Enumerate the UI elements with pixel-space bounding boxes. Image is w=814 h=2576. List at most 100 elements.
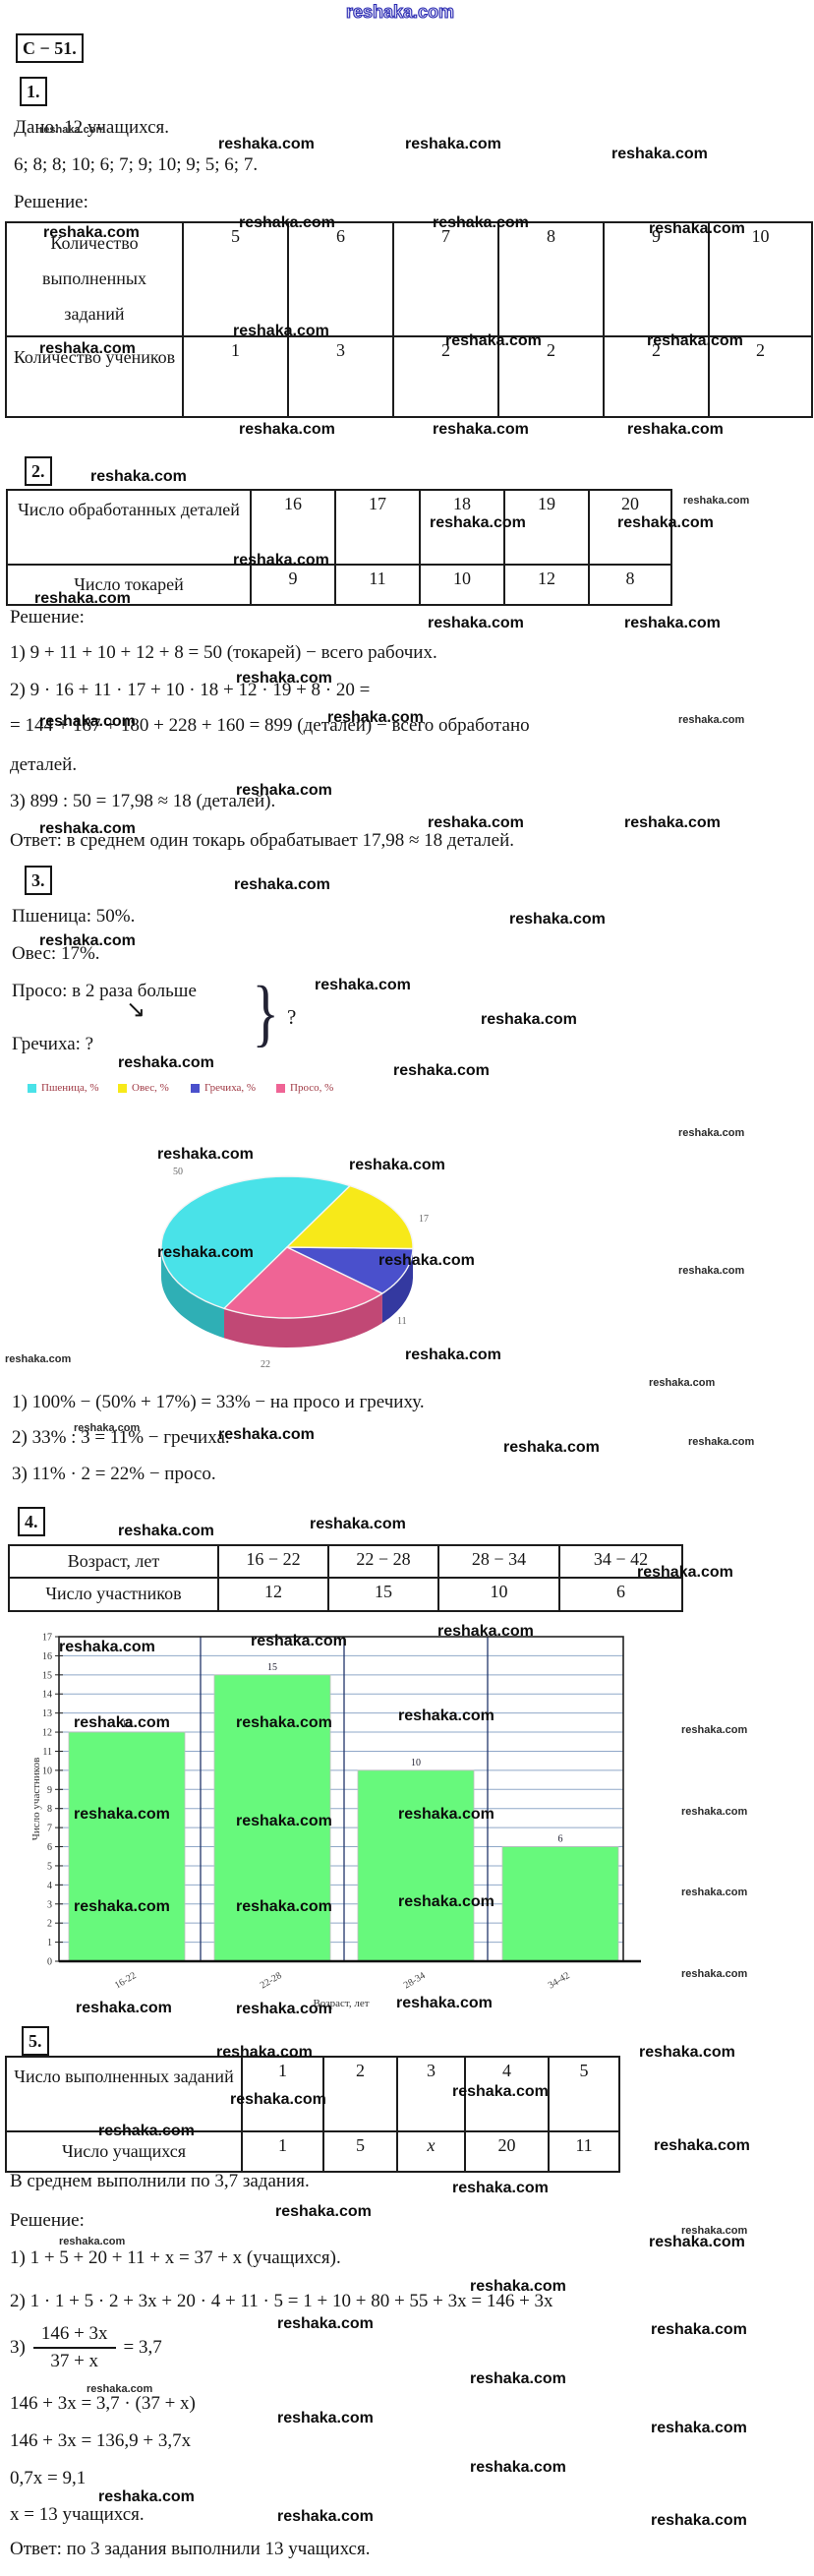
table-cell: 2 xyxy=(603,335,710,418)
y-tick-label: 12 xyxy=(42,1728,52,1739)
fraction-rhs: = 3,7 xyxy=(123,2337,162,2358)
p2-step: 1) 9 + 11 + 10 + 12 + 8 = 50 (токарей) −… xyxy=(10,642,437,663)
watermark: reshaka.com xyxy=(90,468,187,485)
fraction-prefix: 3) xyxy=(10,2337,26,2358)
watermark: reshaka.com xyxy=(681,2225,748,2237)
table-cell: 12 xyxy=(217,1577,329,1612)
p5-step2: 146 + 3x = 3,7 · (37 + x) xyxy=(10,2393,196,2414)
watermark: reshaka.com xyxy=(433,421,529,438)
y-tick-label: 9 xyxy=(47,1785,52,1796)
watermark: reshaka.com xyxy=(157,1146,254,1163)
watermark: reshaka.com xyxy=(233,552,329,569)
p3-given-wheat: Пшеница: 50%. xyxy=(12,906,136,927)
watermark: reshaka.com xyxy=(611,146,708,162)
watermark: reshaka.com xyxy=(59,1639,155,1655)
bar xyxy=(68,1731,186,1962)
watermark: reshaka.com xyxy=(39,340,136,357)
watermark: reshaka.com xyxy=(277,2410,374,2426)
watermark: reshaka.com xyxy=(627,421,724,438)
watermark: reshaka.com xyxy=(688,1436,755,1448)
pie-chart xyxy=(160,1175,414,1348)
legend-item: Овес, % xyxy=(118,1082,169,1094)
legend-item: Просо, % xyxy=(276,1082,333,1094)
watermark: reshaka.com xyxy=(470,2459,566,2476)
table-cell: 2 xyxy=(497,335,605,418)
row-label: Число выполненных заданий xyxy=(5,2056,243,2132)
watermark: reshaka.com xyxy=(428,615,524,631)
bar-value-label: 15 xyxy=(267,1662,277,1673)
watermark: reshaka.com xyxy=(251,1633,347,1649)
watermark: reshaka.com xyxy=(74,1422,141,1434)
watermark: reshaka.com xyxy=(218,136,315,152)
watermark: reshaka.com xyxy=(396,1995,493,2011)
table-cell: 8 xyxy=(497,221,605,337)
p5-solution-label: Решение: xyxy=(10,2210,85,2231)
legend-swatch-icon xyxy=(276,1083,285,1093)
p4-table: Возраст, лет 16 − 22 22 − 28 28 − 34 34 − 42… xyxy=(8,1544,683,1612)
watermark: reshaka.com xyxy=(398,1893,494,1910)
row-label: Число учащихся xyxy=(5,2130,243,2173)
table-cell: 9 xyxy=(603,221,710,337)
watermark: reshaka.com xyxy=(649,220,745,237)
watermark: reshaka.com xyxy=(236,1813,332,1829)
p3-given-buckwheat: Гречиха: ? xyxy=(12,1034,94,1054)
legend-label: Пшеница, % xyxy=(41,1082,99,1094)
bar-value-label: 12 xyxy=(122,1719,132,1730)
watermark: reshaka.com xyxy=(277,2508,374,2525)
table-cell: 8 xyxy=(588,564,672,606)
table-cell: 11 xyxy=(548,2130,620,2173)
watermark: reshaka.com xyxy=(39,713,136,730)
pie-data-label: 11 xyxy=(397,1316,407,1327)
watermark: reshaka.com xyxy=(74,1806,170,1823)
table-cell: 2 xyxy=(392,335,499,418)
table-cell: 1 xyxy=(241,2056,324,2132)
watermark: reshaka.com xyxy=(74,1898,170,1915)
pie-slice xyxy=(224,1293,382,1348)
y-tick-label: 14 xyxy=(42,1690,52,1701)
legend-swatch-icon xyxy=(191,1083,200,1093)
watermark: reshaka.com xyxy=(639,2044,735,2061)
watermark: reshaka.com xyxy=(398,1707,494,1724)
watermark: reshaka.com xyxy=(5,1353,72,1365)
legend-swatch-icon xyxy=(118,1083,127,1093)
watermark: reshaka.com xyxy=(624,814,721,831)
y-tick-label: 2 xyxy=(47,1919,52,1930)
watermark: reshaka.com xyxy=(98,2488,195,2505)
x-tick-label: 28-34 xyxy=(402,1970,428,1991)
table-cell: 28 − 34 xyxy=(437,1544,560,1579)
table-cell: 1 xyxy=(241,2130,324,2173)
watermark: reshaka.com xyxy=(345,1,455,22)
x-axis-title: Возраст, лет xyxy=(313,1998,369,2009)
watermark: reshaka.com xyxy=(654,2137,750,2154)
watermark: reshaka.com xyxy=(681,1968,748,1980)
table-cell: 6 xyxy=(287,221,394,337)
p5-step: 2) 1 · 1 + 5 · 2 + 3x + 20 · 4 + 11 · 5 … xyxy=(10,2291,553,2311)
watermark: reshaka.com xyxy=(39,124,106,136)
pie-slice xyxy=(381,1248,413,1323)
watermark: reshaka.com xyxy=(315,977,411,993)
bar xyxy=(501,1846,619,1962)
table-cell: 10 xyxy=(419,564,505,606)
watermark: reshaka.com xyxy=(452,2180,549,2196)
bar xyxy=(357,1769,475,1962)
table-cell: 10 xyxy=(708,221,813,337)
y-tick-label: 13 xyxy=(42,1708,52,1719)
table-cell: 17 xyxy=(334,489,421,566)
watermark: reshaka.com xyxy=(617,514,714,531)
watermark: reshaka.com xyxy=(234,876,330,893)
watermark: reshaka.com xyxy=(470,2278,566,2295)
bar-value-label: 10 xyxy=(411,1758,421,1768)
y-tick-label: 16 xyxy=(42,1651,52,1662)
y-tick-label: 3 xyxy=(47,1899,52,1910)
watermark: reshaka.com xyxy=(445,332,542,349)
p3-step: 1) 100% − (50% + 17%) = 33% − на просо и… xyxy=(12,1392,425,1412)
p5-note: В среднем выполнили по 3,7 задания. xyxy=(10,2171,310,2191)
watermark: reshaka.com xyxy=(651,2420,747,2436)
watermark: reshaka.com xyxy=(651,2512,747,2529)
p2-step: 2) 9 · 16 + 11 · 17 + 10 · 18 + 12 · 19 … xyxy=(10,680,371,700)
p3-step: 3) 11% · 2 = 22% − просо. xyxy=(12,1464,216,1484)
watermark: reshaka.com xyxy=(310,1516,406,1532)
x-tick-label: 16-22 xyxy=(113,1970,139,1991)
